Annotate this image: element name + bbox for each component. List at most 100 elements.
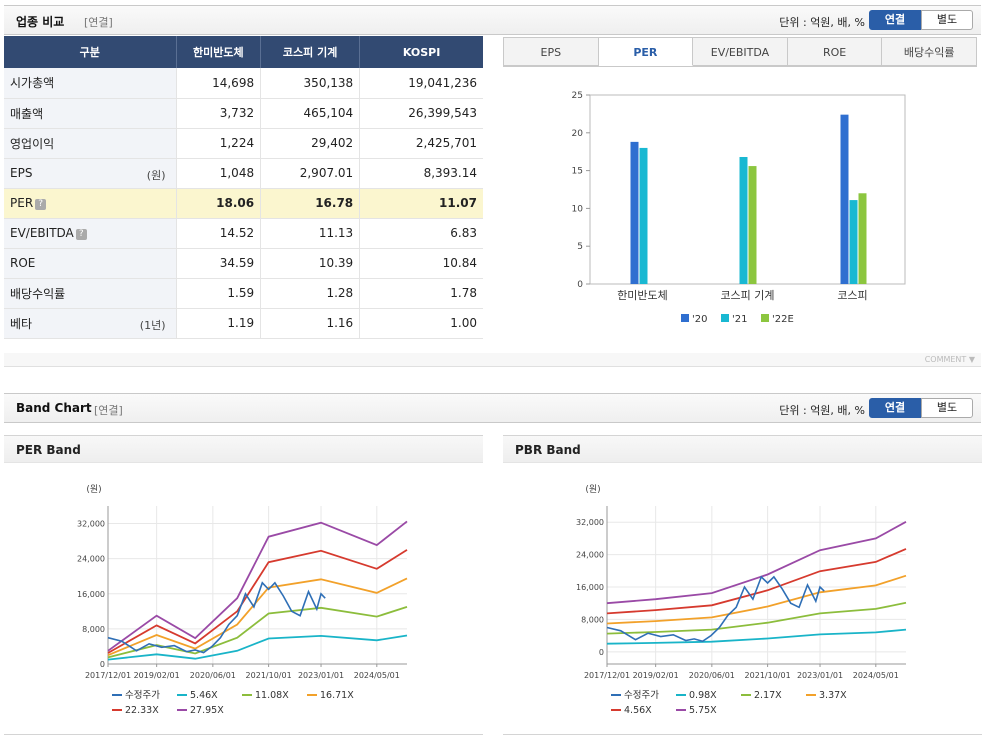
x-tick-label: 코스피 (837, 289, 867, 302)
separate-button[interactable]: 별도 (921, 10, 973, 30)
comparison-header: 업종 비교 [연결] 단위 : 억원, 배, % 연결 별도 (4, 5, 981, 35)
plot-area (607, 506, 906, 664)
y-tick-label: 24,000 (576, 551, 604, 560)
bar (858, 193, 867, 284)
per-band-divider (4, 734, 483, 735)
row-label: PER (10, 196, 34, 210)
table-row: 매출액 3,732 465,104 26,399,543 (4, 98, 483, 129)
table-row: 베타 (1년) 1.19 1.16 1.00 (4, 308, 483, 339)
row-label-cell: ROE (4, 248, 176, 279)
tab-per[interactable]: PER (598, 37, 694, 66)
y-tick-label: 16,000 (77, 590, 105, 599)
legend-swatch (761, 314, 769, 322)
series-line (606, 628, 907, 645)
legend-label: 수정주가 (125, 690, 160, 701)
band-unit: 단위 : 억원, 배, % (779, 404, 865, 417)
table-row: 배당수익률 1.59 1.28 1.78 (4, 278, 483, 309)
row-label-cell: 매출액 (4, 98, 176, 129)
legend-label: 5.46X (190, 690, 218, 701)
band-toggle: 연결 별도 (869, 398, 973, 418)
value-cell: 8,393.14 (359, 158, 483, 189)
comment-toggle[interactable]: COMMENT ▼ (924, 355, 975, 364)
x-tick-label: 2019/02/01 (134, 671, 180, 680)
comparison-table: 구분 한미반도체 코스피 기계 KOSPI 시가총액 14,698 350,138 1… (4, 36, 483, 339)
band-consolidated-button[interactable]: 연결 (869, 398, 921, 418)
y-tick-label: 25 (572, 91, 583, 101)
band-title: Band Chart (16, 401, 92, 415)
pbr-band-title: PBR Band (515, 443, 581, 457)
x-tick-label: 2024/05/01 (853, 671, 899, 680)
per-band-header: PER Band (4, 435, 483, 463)
value-cell: 19,041,236 (359, 68, 483, 99)
value-cell: 6.83 (359, 218, 483, 249)
per-band-title: PER Band (16, 443, 81, 457)
comparison-toggle: 연결 별도 (869, 10, 973, 30)
table-header-cell: 구분 (4, 36, 176, 68)
table-header-cell: KOSPI (359, 36, 483, 68)
row-label-cell: EPS (원) (4, 158, 176, 189)
series-line (606, 574, 907, 625)
row-label: EPS (10, 166, 33, 180)
x-tick-label: 2017/12/01 (85, 671, 131, 680)
series-line (606, 601, 907, 635)
y-tick-label: 32,000 (77, 520, 105, 529)
legend-label: 수정주가 (624, 690, 659, 701)
series-line (606, 521, 907, 605)
tab-dividend-yield[interactable]: 배당수익률 (882, 37, 977, 66)
value-cell: 29,402 (260, 128, 360, 159)
x-tick-label: 2019/02/01 (633, 671, 679, 680)
x-tick-label: 2021/10/01 (246, 671, 292, 680)
x-tick-label: 2024/05/01 (354, 671, 400, 680)
pbr-band-chart: 0 8,000 16,000 24,000 32,000 (원) 2017/12/01 201… (576, 484, 907, 716)
row-label-cell: PER? (4, 188, 176, 219)
help-icon[interactable]: ? (75, 229, 87, 240)
legend-label: 0.98X (689, 690, 717, 701)
table-row: 시가총액 14,698 350,138 19,041,236 (4, 68, 483, 99)
pbr-band-header: PBR Band (503, 435, 982, 463)
row-label: 배당수익률 (10, 286, 66, 301)
row-label: 매출액 (10, 106, 44, 121)
tab-roe[interactable]: ROE (787, 37, 883, 66)
comparison-title: 업종 비교 (16, 15, 65, 29)
band-separate-button[interactable]: 별도 (921, 398, 973, 418)
table-header-cell: 코스피 기계 (260, 36, 360, 68)
tab-eps[interactable]: EPS (503, 37, 599, 66)
band-header: Band Chart [연결] 단위 : 억원, 배, % 연결 별도 (4, 393, 981, 423)
y-tick-label: 0 (599, 648, 604, 657)
consolidated-button[interactable]: 연결 (869, 10, 921, 30)
help-icon[interactable]: ? (35, 199, 47, 210)
per-bar-chart: 0 5 10 15 20 25 한미반도체 코스피 기계 코스피 '20 '21 '22E (572, 91, 906, 325)
y-tick-label: 10 (572, 204, 584, 214)
x-tick-label: 2023/01/01 (298, 671, 344, 680)
y-axis-label: (원) (86, 484, 101, 495)
y-tick-label: 24,000 (77, 555, 105, 564)
value-cell: 16.78 (260, 188, 360, 219)
legend-label: 11.08X (255, 690, 289, 701)
series-line (107, 520, 408, 652)
value-cell: 1.00 (359, 308, 483, 339)
y-tick-label: 8,000 (82, 625, 105, 634)
y-tick-label: 32,000 (576, 518, 604, 527)
tab-ev-ebitda[interactable]: EV/EBITDA (693, 37, 788, 66)
bar (840, 114, 849, 284)
row-label: 시가총액 (10, 76, 55, 91)
value-cell: 3,732 (175, 98, 261, 129)
series-line (107, 581, 326, 654)
band-sub: [연결] (94, 404, 123, 417)
legend-label: '22E (772, 314, 794, 325)
table-row: PER? 18.06 16.78 11.07 (4, 188, 483, 219)
table-row: EV/EBITDA? 14.52 11.13 6.83 (4, 218, 483, 249)
value-cell: 1,224 (175, 128, 261, 159)
value-cell: 1.19 (175, 308, 261, 339)
x-tick-label: 한미반도체 (617, 289, 668, 302)
y-tick-label: 0 (100, 660, 105, 669)
per-band-chart: 0 8,000 16,000 24,000 32,000 (원) 2017/12/01 201… (77, 484, 408, 716)
comment-bar: COMMENT ▼ (4, 353, 981, 367)
row-label-cell: 배당수익률 (4, 278, 176, 309)
table-row: ROE 34.59 10.39 10.84 (4, 248, 483, 279)
value-cell: 1.59 (175, 278, 261, 309)
row-unit: (원) (146, 168, 166, 182)
row-unit: (1년) (139, 318, 166, 332)
series-line (107, 634, 408, 661)
value-cell: 26,399,543 (359, 98, 483, 129)
